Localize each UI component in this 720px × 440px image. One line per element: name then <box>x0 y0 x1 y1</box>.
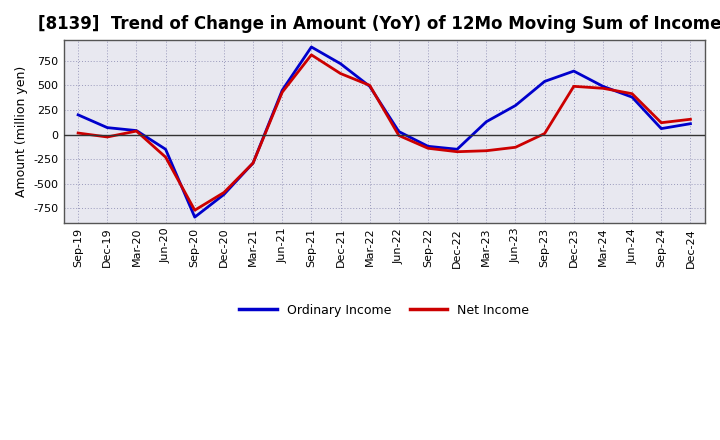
Net Income <box>453 149 462 154</box>
Net Income <box>540 131 549 136</box>
Net Income <box>423 146 432 151</box>
Net Income <box>598 86 607 91</box>
Ordinary Income <box>103 125 112 130</box>
Ordinary Income <box>278 88 287 93</box>
Net Income <box>132 128 140 134</box>
Ordinary Income <box>220 192 228 197</box>
Net Income <box>103 134 112 139</box>
Ordinary Income <box>365 84 374 89</box>
Ordinary Income <box>336 61 345 66</box>
Ordinary Income <box>423 144 432 149</box>
Ordinary Income <box>132 128 140 133</box>
Ordinary Income <box>453 147 462 152</box>
Ordinary Income <box>307 44 315 50</box>
Net Income <box>686 117 695 122</box>
Ordinary Income <box>540 79 549 84</box>
Ordinary Income <box>570 69 578 74</box>
Ordinary Income <box>657 126 665 131</box>
Net Income <box>74 130 83 136</box>
Y-axis label: Amount (million yen): Amount (million yen) <box>15 66 28 197</box>
Net Income <box>220 190 228 195</box>
Ordinary Income <box>482 119 490 125</box>
Line: Ordinary Income: Ordinary Income <box>78 47 690 217</box>
Net Income <box>248 161 257 166</box>
Ordinary Income <box>190 214 199 220</box>
Net Income <box>570 84 578 89</box>
Ordinary Income <box>395 129 403 134</box>
Net Income <box>511 145 520 150</box>
Net Income <box>657 120 665 125</box>
Ordinary Income <box>628 95 636 100</box>
Net Income <box>482 148 490 154</box>
Net Income <box>336 71 345 76</box>
Legend: Ordinary Income, Net Income: Ordinary Income, Net Income <box>234 299 534 322</box>
Ordinary Income <box>74 112 83 117</box>
Title: [8139]  Trend of Change in Amount (YoY) of 12Mo Moving Sum of Incomes: [8139] Trend of Change in Amount (YoY) o… <box>37 15 720 33</box>
Line: Net Income: Net Income <box>78 55 690 210</box>
Net Income <box>395 133 403 138</box>
Net Income <box>307 52 315 58</box>
Net Income <box>161 154 170 160</box>
Ordinary Income <box>686 121 695 126</box>
Net Income <box>365 83 374 88</box>
Ordinary Income <box>161 147 170 152</box>
Ordinary Income <box>248 161 257 166</box>
Net Income <box>278 90 287 95</box>
Net Income <box>190 208 199 213</box>
Ordinary Income <box>598 84 607 89</box>
Net Income <box>628 91 636 96</box>
Ordinary Income <box>511 103 520 108</box>
